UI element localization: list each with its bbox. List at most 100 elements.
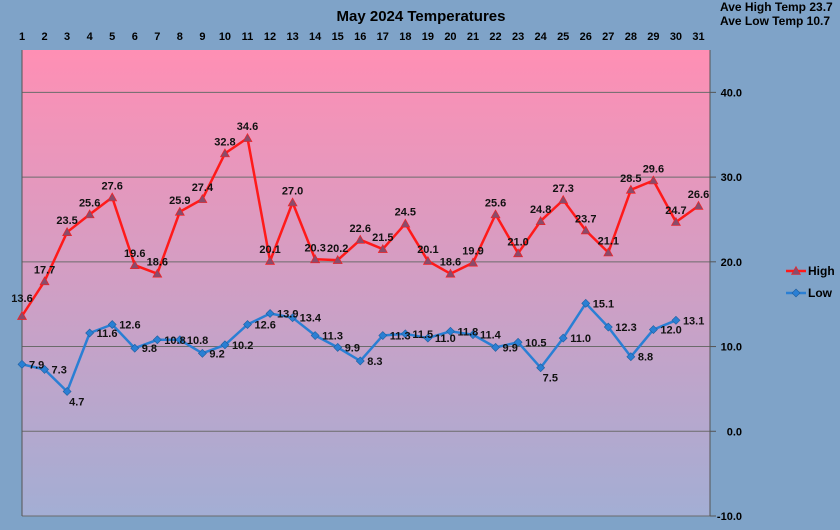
x-tick-label: 2 xyxy=(41,31,47,43)
high-point xyxy=(422,255,433,265)
chart-title: May 2024 Temperatures xyxy=(337,8,506,25)
high-data-label: 27.0 xyxy=(282,186,303,198)
x-tick-label: 14 xyxy=(309,31,322,43)
low-data-label: 11.8 xyxy=(457,326,478,338)
x-tick-label: 18 xyxy=(399,31,411,43)
high-data-label: 27.3 xyxy=(552,183,573,195)
x-tick-label: 9 xyxy=(199,31,205,43)
x-tick-label: 10 xyxy=(219,31,231,43)
high-point xyxy=(490,209,501,219)
low-data-label: 10.8 xyxy=(164,335,185,347)
high-point xyxy=(580,225,591,235)
low-point xyxy=(288,313,298,323)
low-point xyxy=(355,356,365,366)
low-point xyxy=(626,352,636,362)
plot-area xyxy=(22,50,710,516)
low-data-label: 11.5 xyxy=(412,329,433,341)
high-data-label: 24.7 xyxy=(665,205,686,217)
low-point xyxy=(175,335,185,345)
high-data-label: 27.6 xyxy=(101,180,122,192)
high-data-label: 25.6 xyxy=(485,197,506,209)
low-point xyxy=(446,326,455,336)
low-data-label: 7.3 xyxy=(52,364,67,376)
high-point xyxy=(513,248,524,258)
x-tick-label: 3 xyxy=(64,31,70,43)
high-data-label: 23.7 xyxy=(575,213,596,225)
high-data-label: 24.5 xyxy=(395,207,416,219)
low-data-label: 11.6 xyxy=(97,328,118,340)
low-data-label: 15.1 xyxy=(593,298,614,310)
low-data-label: 13.9 xyxy=(277,309,298,321)
high-data-label: 17.7 xyxy=(34,264,55,276)
low-data-label: 7.9 xyxy=(29,359,44,371)
low-data-label: 11.3 xyxy=(390,331,411,343)
high-point xyxy=(174,206,185,216)
low-series xyxy=(17,298,681,396)
low-data-label: 13.4 xyxy=(300,313,322,325)
low-data-label: 9.9 xyxy=(345,342,360,354)
low-point xyxy=(62,387,72,396)
high-data-label: 23.5 xyxy=(56,215,77,227)
low-data-label: 10.8 xyxy=(187,335,208,347)
x-tick-label: 8 xyxy=(177,31,183,43)
low-point xyxy=(423,333,433,343)
high-point xyxy=(400,218,411,228)
x-tick-label: 31 xyxy=(692,31,704,43)
low-data-label: 9.2 xyxy=(209,348,224,360)
high-point xyxy=(670,216,681,226)
high-point xyxy=(107,192,118,202)
low-data-label: 8.3 xyxy=(367,356,382,368)
x-tick-labels: 1 2 3 4 5 6 7 8 9 10 11 12 13 14 15 16 17 18 19 20 21 22 23 24 2… xyxy=(19,31,705,43)
high-point xyxy=(242,133,253,142)
x-tick-label: 26 xyxy=(580,31,592,43)
x-tick-label: 7 xyxy=(154,31,160,43)
low-point xyxy=(581,298,591,308)
legend-high-label: High xyxy=(808,264,835,278)
x-tick-label: 30 xyxy=(670,31,682,43)
low-point xyxy=(197,348,207,358)
high-data-label: 19.6 xyxy=(124,248,145,260)
high-data-label: 24.8 xyxy=(530,204,551,216)
high-point xyxy=(535,216,546,225)
low-point xyxy=(17,359,27,369)
x-tick-label: 15 xyxy=(332,31,344,43)
high-data-label: 20.1 xyxy=(417,244,438,256)
low-point xyxy=(648,325,658,335)
legend-high-marker xyxy=(790,265,802,275)
high-point xyxy=(625,184,636,194)
low-point xyxy=(310,331,320,340)
high-point xyxy=(62,227,73,236)
legend-low-label: Low xyxy=(808,286,833,300)
high-data-label: 21.0 xyxy=(507,236,528,248)
high-data-label: 20.1 xyxy=(259,244,280,256)
high-data-label: 21.5 xyxy=(372,232,393,244)
y-tick-label: 0.0 xyxy=(727,426,742,438)
high-point xyxy=(129,260,140,270)
high-point xyxy=(355,234,366,244)
low-data-label: 11.0 xyxy=(570,333,591,345)
x-tick-label: 24 xyxy=(535,31,548,43)
low-point xyxy=(468,330,478,340)
low-data-label: 12.3 xyxy=(615,322,636,334)
x-tick-label: 13 xyxy=(286,31,298,43)
high-point xyxy=(219,148,230,158)
low-data-label: 9.8 xyxy=(142,343,157,355)
high-point xyxy=(467,257,479,267)
low-data-label: 11.4 xyxy=(480,330,502,342)
y-tick-label: 30.0 xyxy=(721,172,742,184)
high-point xyxy=(84,209,95,219)
low-point xyxy=(220,340,230,350)
low-data-label: 9.9 xyxy=(503,342,518,354)
high-point xyxy=(39,276,50,286)
low-point xyxy=(603,322,613,332)
low-point xyxy=(85,328,95,338)
low-data-label: 4.7 xyxy=(69,396,84,408)
high-point xyxy=(648,175,659,185)
x-tick-label: 29 xyxy=(647,31,659,43)
high-data-label: 25.9 xyxy=(169,195,190,207)
high-point xyxy=(377,243,388,253)
low-point xyxy=(400,329,410,339)
y-tick-label: 20.0 xyxy=(721,257,742,269)
high-point xyxy=(16,310,28,320)
low-point xyxy=(491,342,500,352)
